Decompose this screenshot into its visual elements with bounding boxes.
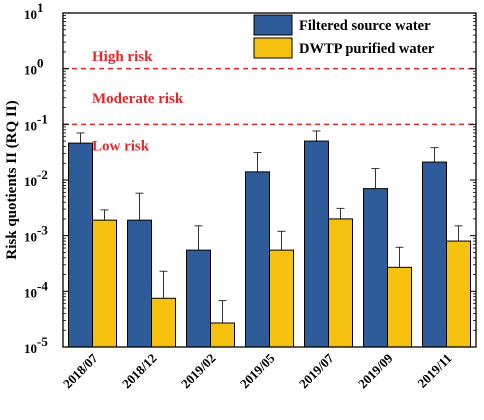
bar-1-1	[151, 297, 176, 348]
legend-label-1: DWTP purified water	[299, 41, 435, 57]
bar-0-0	[68, 142, 93, 348]
risk-zone-label-2: Low risk	[92, 138, 150, 154]
y-tick-exponent-3: -2	[37, 167, 48, 182]
bar-1-2	[210, 322, 235, 348]
bar-1-6	[446, 240, 471, 348]
x-tick-label-3: 2019/05	[237, 350, 278, 391]
risk-zone-label-0: High risk	[92, 49, 153, 65]
x-tick-label-4: 2019/07	[296, 350, 337, 391]
y-tick-label-5: 10	[24, 285, 37, 300]
legend-swatch-0	[253, 14, 293, 36]
y-tick-exponent-4: -3	[37, 223, 48, 238]
bar-0-4	[304, 140, 329, 348]
bar-0-5	[363, 188, 388, 348]
y-tick-exponent-0: 1	[37, 0, 44, 15]
bar-0-3	[245, 171, 270, 348]
x-tick-label-5: 2019/09	[355, 350, 396, 391]
legend-label-0: Filtered source water	[299, 18, 431, 34]
y-tick-label-1: 10	[24, 63, 37, 78]
y-tick-exponent-2: -1	[37, 111, 48, 126]
y-tick-exponent-6: -5	[37, 334, 48, 349]
y-tick-label-3: 10	[24, 174, 37, 189]
x-tick-label-1: 2018/12	[119, 351, 160, 392]
bar-1-4	[328, 218, 353, 348]
bar-1-3	[269, 249, 294, 348]
y-tick-label-4: 10	[24, 230, 37, 245]
x-tick-label-2: 2019/02	[178, 351, 219, 392]
bar-0-1	[127, 219, 152, 348]
bar-0-2	[186, 249, 211, 348]
bar-1-0	[92, 219, 117, 348]
x-tick-label-6: 2019/11	[414, 351, 454, 391]
y-tick-label-2: 10	[24, 118, 37, 133]
bar-1-5	[387, 266, 412, 348]
x-tick-label-0: 2018/07	[60, 350, 101, 391]
y-axis-title: Risk quotients II (RQ II)	[4, 100, 20, 259]
bar-0-6	[422, 161, 447, 348]
legend: Filtered source water DWTP purified water	[253, 14, 435, 59]
risk-zone-label-1: Moderate risk	[92, 91, 184, 107]
y-tick-label-0: 10	[24, 7, 37, 22]
y-tick-exponent-1: 0	[37, 56, 44, 71]
y-tick-exponent-5: -4	[37, 278, 48, 293]
legend-swatch-1	[253, 37, 293, 59]
y-tick-label-6: 10	[24, 341, 37, 356]
